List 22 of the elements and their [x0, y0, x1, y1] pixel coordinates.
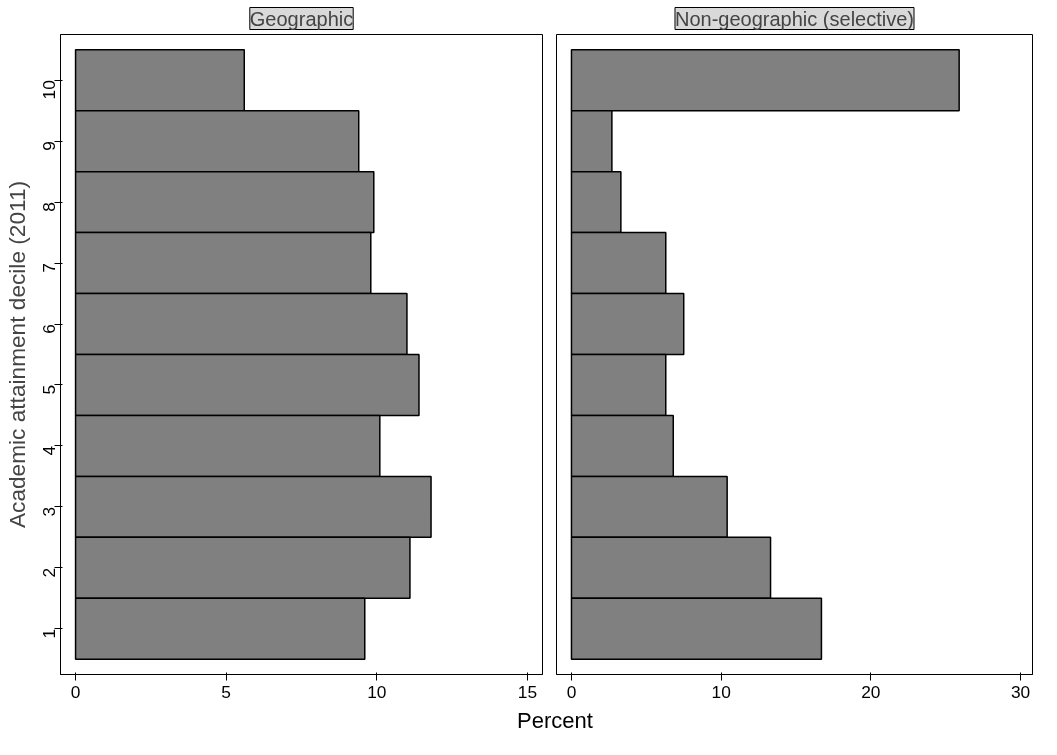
y-tick-label: 10 [39, 80, 60, 100]
x-tick-label: 30 [1010, 681, 1031, 702]
x-tick-label: 5 [221, 681, 232, 702]
x-tick-label: 20 [861, 681, 881, 702]
x-tick-label: 0 [70, 681, 81, 702]
x-tick-label: 10 [367, 681, 387, 702]
y-tick-label: 6 [39, 324, 60, 334]
y-tick-label: 5 [39, 384, 60, 395]
y-axis-title: Academic attainment decile (2011) [3, 180, 30, 529]
x-tick-label: 15 [517, 681, 538, 702]
y-tick-label: 7 [39, 263, 60, 273]
x-tick-label: 10 [711, 681, 731, 702]
y-tick-label: 8 [39, 202, 60, 212]
chart-title: Geographic [249, 7, 354, 30]
chart-title: Non-geographic (selective) [675, 7, 915, 30]
y-tick-label: 3 [39, 506, 60, 517]
x-axis-title: Percent [517, 707, 593, 735]
y-tick-label: 9 [39, 141, 60, 151]
y-tick-label: 4 [39, 445, 60, 456]
x-tick-label: 0 [566, 681, 577, 702]
y-tick-label: 1 [39, 628, 60, 639]
y-tick-label: 2 [39, 567, 60, 578]
